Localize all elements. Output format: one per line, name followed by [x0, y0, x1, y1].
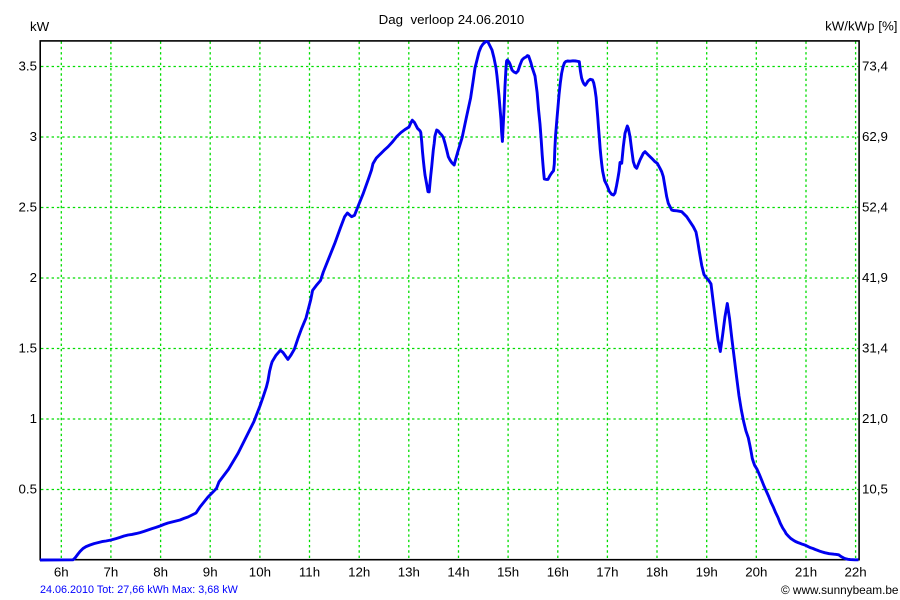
svg-text:19h: 19h [696, 564, 718, 579]
svg-text:2: 2 [30, 270, 37, 285]
svg-text:12h: 12h [348, 564, 370, 579]
svg-text:7h: 7h [104, 564, 119, 579]
svg-text:2.5: 2.5 [19, 199, 38, 214]
svg-text:13h: 13h [398, 564, 420, 579]
svg-text:3.5: 3.5 [19, 58, 38, 73]
svg-text:20h: 20h [745, 564, 767, 579]
svg-text:6h: 6h [54, 564, 69, 579]
svg-text:15h: 15h [497, 564, 519, 579]
svg-text:14h: 14h [447, 564, 469, 579]
svg-text:0.5: 0.5 [19, 481, 38, 496]
svg-text:11h: 11h [299, 564, 320, 579]
svg-text:31,4: 31,4 [862, 340, 888, 355]
svg-text:kW: kW [30, 19, 50, 34]
svg-text:24.06.2010 Tot: 27,66 kWh Max:: 24.06.2010 Tot: 27,66 kWh Max: 3,68 kW [40, 584, 239, 596]
svg-text:21,0: 21,0 [862, 411, 888, 426]
svg-text:73,4: 73,4 [862, 58, 888, 73]
svg-text:52,4: 52,4 [862, 199, 888, 214]
svg-text:10,5: 10,5 [862, 481, 888, 496]
svg-text:1: 1 [30, 411, 37, 426]
svg-text:21h: 21h [795, 564, 817, 579]
svg-text:62,9: 62,9 [862, 129, 888, 144]
svg-text:9h: 9h [203, 564, 218, 579]
svg-text:8h: 8h [153, 564, 168, 579]
svg-text:3: 3 [30, 129, 37, 144]
svg-text:16h: 16h [547, 564, 569, 579]
svg-text:10h: 10h [249, 564, 271, 579]
svg-text:17h: 17h [596, 564, 618, 579]
svg-text:kW/kWp [%]: kW/kWp [%] [825, 19, 897, 34]
svg-text:© www.sunnybeam.be: © www.sunnybeam.be [781, 583, 899, 597]
svg-text:18h: 18h [646, 564, 668, 579]
svg-text:1.5: 1.5 [19, 340, 38, 355]
svg-text:41,9: 41,9 [862, 270, 888, 285]
svg-text:Dag verloop 24.06.2010: Dag verloop 24.06.2010 [379, 12, 525, 27]
svg-text:22h: 22h [845, 564, 867, 579]
